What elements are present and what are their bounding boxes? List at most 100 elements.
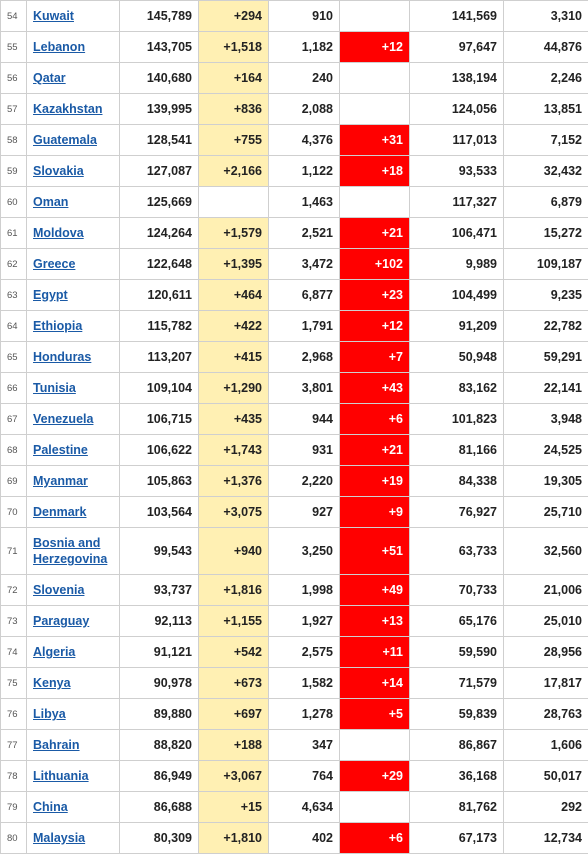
total-cases-cell: 91,121	[119, 636, 199, 668]
new-cases-value: +1,290	[223, 381, 262, 395]
row-number-cell: 56	[0, 62, 27, 94]
country-link[interactable]: China	[33, 800, 68, 814]
row-number-value: 69	[7, 475, 18, 487]
row-number-value: 74	[7, 646, 18, 658]
table-row: 66 Tunisia 109,104 +1,290 3,801 +43 83,162 22,1…	[0, 372, 588, 404]
row-number-value: 79	[7, 801, 18, 813]
total-cases-cell: 109,104	[119, 372, 199, 404]
total-recovered-cell: 117,013	[409, 124, 504, 156]
country-link[interactable]: Venezuela	[33, 412, 94, 426]
row-number-cell: 73	[0, 605, 27, 637]
country-cell: Ethiopia	[26, 310, 120, 342]
country-link[interactable]: Slovakia	[33, 164, 84, 178]
total-cases-value: 106,622	[146, 443, 192, 457]
table-row: 76 Libya 89,880 +697 1,278 +5 59,839 28,763	[0, 698, 588, 730]
new-cases-value: +1,579	[223, 226, 262, 240]
country-link[interactable]: Qatar	[33, 71, 66, 85]
row-number-value: 66	[7, 382, 18, 394]
country-link[interactable]: Malaysia	[33, 831, 86, 845]
country-link[interactable]: Palestine	[33, 443, 88, 457]
country-cell: Moldova	[26, 217, 120, 249]
country-link[interactable]: Bahrain	[33, 738, 80, 752]
new-deaths-cell	[339, 791, 410, 823]
country-link[interactable]: Egypt	[33, 288, 68, 302]
new-deaths-value: +7	[388, 350, 403, 364]
country-link[interactable]: Libya	[33, 707, 66, 721]
total-recovered-cell: 91,209	[409, 310, 504, 342]
new-cases-value: +1,810	[223, 831, 262, 845]
total-deaths-value: 2,575	[301, 645, 333, 659]
total-deaths-value: 3,472	[301, 257, 333, 271]
total-cases-cell: 93,737	[119, 574, 199, 606]
total-cases-cell: 143,705	[119, 31, 199, 63]
active-cases-value: 22,782	[543, 319, 582, 333]
country-cell: Libya	[26, 698, 120, 730]
country-link[interactable]: Kazakhstan	[33, 102, 103, 116]
country-link[interactable]: Paraguay	[33, 614, 90, 628]
new-deaths-cell	[339, 729, 410, 761]
new-cases-cell: +1,579	[198, 217, 269, 249]
active-cases-cell: 59,291	[503, 341, 588, 373]
country-link[interactable]: Oman	[33, 195, 69, 209]
new-cases-cell: +3,075	[198, 496, 269, 528]
row-number-cell: 74	[0, 636, 27, 668]
country-cell: Denmark	[26, 496, 120, 528]
new-cases-value: +755	[233, 133, 262, 147]
new-cases-value: +294	[233, 9, 262, 23]
row-number-value: 78	[7, 770, 18, 782]
active-cases-value: 13,851	[543, 102, 582, 116]
total-cases-cell: 86,949	[119, 760, 199, 792]
new-deaths-value: +43	[381, 381, 403, 395]
country-link[interactable]: Tunisia	[33, 381, 76, 395]
new-cases-value: +1,743	[223, 443, 262, 457]
active-cases-value: 12,734	[543, 831, 582, 845]
country-link[interactable]: Greece	[33, 257, 76, 271]
row-number-cell: 65	[0, 341, 27, 373]
row-number-value: 60	[7, 196, 18, 208]
country-link[interactable]: Kenya	[33, 676, 71, 690]
country-link[interactable]: Myanmar	[33, 474, 88, 488]
country-link[interactable]: Algeria	[33, 645, 76, 659]
country-link[interactable]: Bosnia and Herzegovina	[33, 536, 108, 566]
new-deaths-value: +19	[381, 474, 403, 488]
total-cases-value: 143,705	[146, 40, 192, 54]
country-link[interactable]: Denmark	[33, 505, 87, 519]
country-link[interactable]: Guatemala	[33, 133, 97, 147]
new-cases-value: +836	[233, 102, 262, 116]
row-number-cell: 68	[0, 434, 27, 466]
total-cases-value: 86,688	[153, 800, 192, 814]
active-cases-value: 2,246	[550, 71, 582, 85]
total-deaths-cell: 2,220	[268, 465, 340, 497]
new-cases-value: +2,166	[223, 164, 262, 178]
row-number-value: 61	[7, 227, 18, 239]
new-deaths-cell: +102	[339, 248, 410, 280]
country-link[interactable]: Ethiopia	[33, 319, 83, 333]
row-number-value: 64	[7, 320, 18, 332]
table-row: 58 Guatemala 128,541 +755 4,376 +31 117,013 7,1…	[0, 124, 588, 156]
new-cases-value: +940	[233, 544, 262, 558]
new-cases-cell: +2,166	[198, 155, 269, 187]
country-link[interactable]: Honduras	[33, 350, 92, 364]
total-deaths-value: 1,278	[301, 707, 333, 721]
total-deaths-cell: 2,521	[268, 217, 340, 249]
new-cases-cell: +1,518	[198, 31, 269, 63]
active-cases-value: 28,763	[543, 707, 582, 721]
country-link[interactable]: Lithuania	[33, 769, 89, 783]
new-deaths-cell: +14	[339, 667, 410, 699]
country-link[interactable]: Moldova	[33, 226, 84, 240]
country-link[interactable]: Kuwait	[33, 9, 74, 23]
table-row: 55 Lebanon 143,705 +1,518 1,182 +12 97,647 44,8…	[0, 31, 588, 63]
total-cases-cell: 80,309	[119, 822, 199, 854]
total-cases-cell: 125,669	[119, 186, 199, 218]
total-cases-cell: 89,880	[119, 698, 199, 730]
new-deaths-value: +18	[381, 164, 403, 178]
total-recovered-value: 76,927	[458, 505, 497, 519]
new-cases-cell: +1,395	[198, 248, 269, 280]
country-link[interactable]: Lebanon	[33, 40, 86, 54]
row-number-value: 56	[7, 72, 18, 84]
active-cases-cell: 28,763	[503, 698, 588, 730]
country-cell: Guatemala	[26, 124, 120, 156]
country-link[interactable]: Slovenia	[33, 583, 85, 597]
active-cases-cell: 12,734	[503, 822, 588, 854]
